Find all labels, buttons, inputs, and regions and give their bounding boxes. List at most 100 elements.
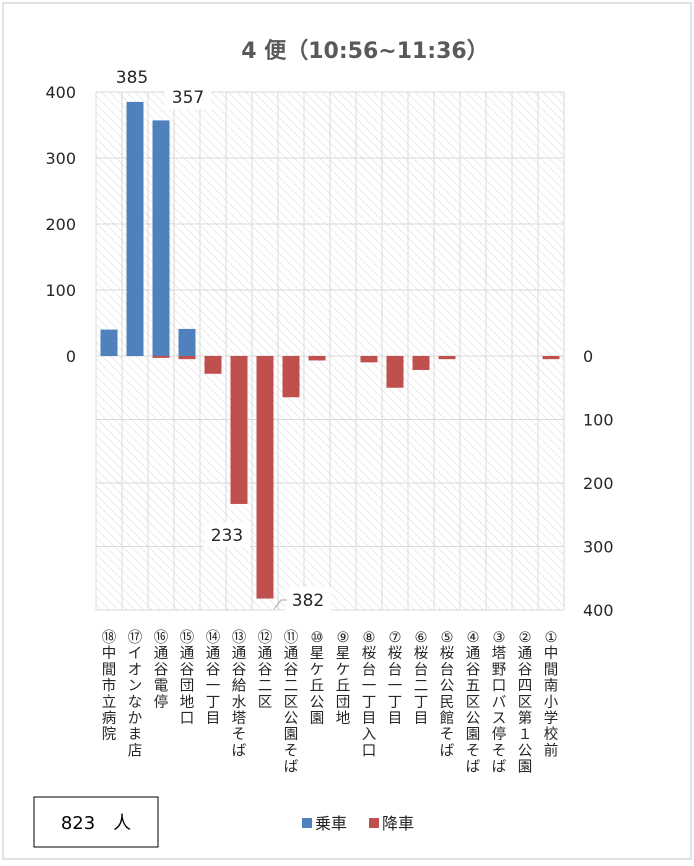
category-label-char: 通 (518, 645, 533, 662)
category-label-char: ⑰ (128, 629, 143, 646)
category-label-char: 桜 (388, 645, 403, 662)
category-label-char: 園 (310, 711, 325, 727)
category-label-char: 通 (284, 645, 299, 662)
category-label-char: 台 (414, 661, 429, 678)
category-label-char: 谷 (180, 661, 195, 678)
category-label-char: 谷 (284, 661, 299, 678)
category-label-char: 病 (102, 710, 117, 727)
bar-boarding (100, 329, 118, 356)
category-label-char: 南 (544, 678, 559, 695)
total-box (33, 796, 159, 848)
category-label-char: 院 (102, 726, 117, 743)
category-label-char: 区 (284, 695, 299, 711)
bar-boarding (152, 120, 170, 356)
category-label-char: ⑧ (363, 630, 376, 646)
category-label-char: ン (128, 679, 143, 695)
category-label-char: 公 (284, 711, 299, 727)
category-label-char: 公 (466, 711, 481, 727)
category-label-char: ② (519, 630, 532, 646)
category-label-char: 台 (388, 661, 403, 678)
category-label-char: 公 (310, 695, 325, 711)
category-label-char: ⑪ (284, 629, 299, 646)
category-label-char: 二 (284, 679, 299, 695)
category-label-char: バ (492, 695, 507, 711)
category-label-char: ⑦ (389, 630, 402, 646)
category-label-char: 一 (206, 679, 221, 695)
category-label-char: 目 (206, 711, 221, 727)
category-label-char: イ (128, 646, 143, 662)
category-label-char: 台 (440, 661, 455, 678)
bar-alighting (386, 356, 404, 388)
category-label-char: ⑥ (415, 630, 428, 646)
category-label-char: 目 (362, 711, 377, 727)
category-label-char: 谷 (154, 661, 169, 678)
category-label-char: 区 (518, 695, 533, 711)
category-label-char: 丘 (336, 678, 351, 695)
category-label-char: 園 (284, 727, 299, 743)
category-label-char: 中 (102, 645, 117, 662)
category-label-char: 地 (336, 710, 351, 727)
category-label-char: 口 (180, 711, 195, 727)
bar-alighting (152, 356, 170, 358)
category-label-char: 丁 (414, 695, 429, 711)
category-label-char: 市 (102, 678, 117, 695)
category-label-char: ま (128, 727, 143, 743)
category-label-char: ば (232, 742, 247, 759)
category-label-char: 口 (492, 679, 507, 695)
bar-alighting (282, 356, 300, 398)
total-passengers: 823 人 (61, 813, 131, 834)
left-axis-tick: 300 (45, 149, 76, 168)
leader-line (273, 599, 287, 610)
category-label-char: 通 (180, 645, 195, 662)
category-label-char: 電 (154, 679, 169, 695)
bar-alighting (308, 356, 326, 361)
left-axis-tick: 100 (45, 281, 76, 300)
category-label-char: 谷 (232, 661, 247, 678)
category-label-char: 中 (544, 645, 559, 662)
right-axis-tick: 0 (583, 347, 593, 366)
right-axis-tick: 200 (583, 474, 614, 493)
bar-alighting (256, 356, 274, 599)
category-label-char: 前 (544, 742, 559, 759)
chart-title: 4 便（10:56~11:36） (241, 39, 488, 64)
category-label-char: 区 (258, 695, 273, 711)
left-axis-tick: 200 (45, 215, 76, 234)
category-label-char: 団 (180, 678, 195, 695)
category-label-char: 桜 (414, 645, 429, 662)
category-label-char: 丁 (206, 695, 221, 711)
category-label-char: 谷 (206, 661, 221, 678)
bar-boarding (126, 101, 144, 357)
category-label-char: 通 (206, 645, 221, 662)
category-label-char: 目 (388, 711, 403, 727)
category-label-char: 丘 (310, 678, 325, 695)
category-label-char: そ (284, 743, 299, 759)
category-label-char: ケ (336, 661, 351, 678)
category-label-char: 丁 (388, 695, 403, 711)
category-label-char: ⑮ (180, 629, 195, 646)
category-label-char: 谷 (466, 661, 481, 678)
category-label-char: 公 (440, 679, 455, 695)
category-label-char: ば (284, 759, 299, 776)
right-axis-tick: 100 (583, 411, 614, 430)
category-label-char: ケ (310, 661, 325, 678)
category-label-char: 丁 (362, 695, 377, 711)
category-label-char: オ (128, 662, 143, 678)
category-label-char: 口 (362, 743, 377, 759)
category-label-char: 立 (102, 694, 117, 711)
data-label-bg (165, 84, 211, 109)
category-label-char: そ (440, 727, 455, 743)
legend-swatch (369, 818, 379, 828)
category-label-char: 塔 (232, 710, 247, 727)
category-label-char: 通 (258, 645, 273, 662)
right-axis-tick: 300 (583, 538, 614, 557)
category-label-char: そ (466, 743, 481, 759)
category-label-char: ば (440, 742, 455, 759)
category-label-char: 桜 (362, 645, 377, 662)
bar-alighting (230, 356, 248, 504)
bar-alighting (178, 356, 196, 360)
left-axis-tick: 400 (45, 83, 76, 102)
category-label-char: 園 (518, 760, 533, 776)
category-label-char: ⑯ (154, 629, 169, 646)
category-label-char: 二 (258, 679, 273, 695)
